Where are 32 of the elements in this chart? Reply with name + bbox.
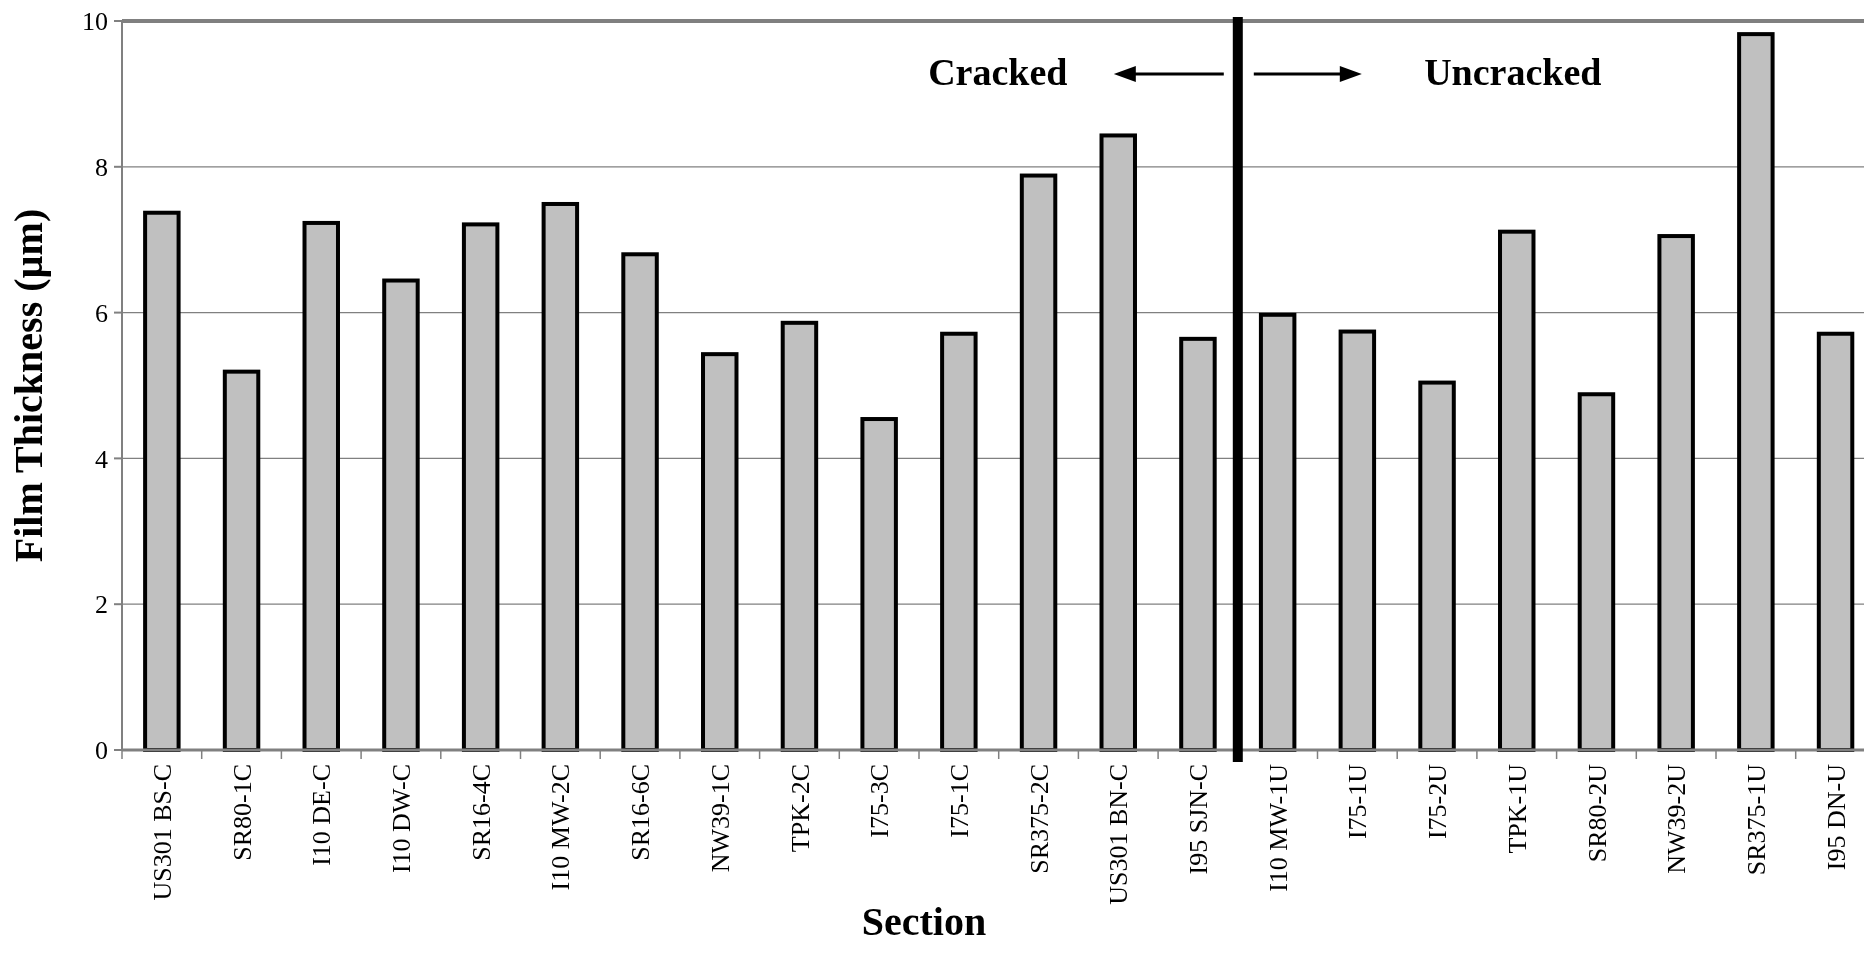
x-tick-label: US301 BS-C [147,764,177,901]
y-tick-label: 6 [95,298,108,328]
y-tick-label: 4 [95,444,108,474]
x-tick-label: SR16-4C [466,764,496,861]
x-tick-label: SR375-1U [1741,763,1771,876]
x-tick-label: I10 DW-C [387,764,417,874]
x-tick-label: I10 DE-C [307,764,337,866]
x-tick-label: I75-3C [865,764,895,838]
x-tick-label: SR375-2C [1024,764,1054,874]
x-tick-label: NW39-1C [705,764,735,873]
y-axis-title: Film Thickness (µm) [6,208,51,563]
x-tick-label: I10 MW-1U [1263,763,1293,892]
annotation: Cracked [928,51,1068,93]
x-tick-label: US301 BN-C [1104,764,1134,905]
x-tick-label: I10 MW-2C [546,764,576,891]
y-tick-label: 2 [95,590,108,620]
x-tick-label: TPK-1U [1502,763,1532,854]
y-tick-label: 0 [95,736,108,766]
x-axis-title: Section [861,899,987,944]
x-tick-label: NW39-2U [1662,763,1692,874]
x-tick-label: SR16-6C [626,764,656,861]
x-tick-label: I95 DN-U [1821,763,1851,871]
x-tick-label: I95 SJN-C [1184,764,1214,875]
y-tick-label: 10 [82,7,108,37]
annotation: Uncracked [1424,51,1602,93]
x-tick-label: I75-2U [1423,763,1453,840]
x-tick-label: I75-1U [1343,763,1373,840]
x-tick-label: I75-1C [944,764,974,838]
y-tick-label: 8 [95,152,108,182]
x-tick-label: SR80-1C [227,764,257,861]
x-tick-label: SR80-2U [1582,763,1612,863]
x-tick-label: TPK-2C [785,764,815,853]
